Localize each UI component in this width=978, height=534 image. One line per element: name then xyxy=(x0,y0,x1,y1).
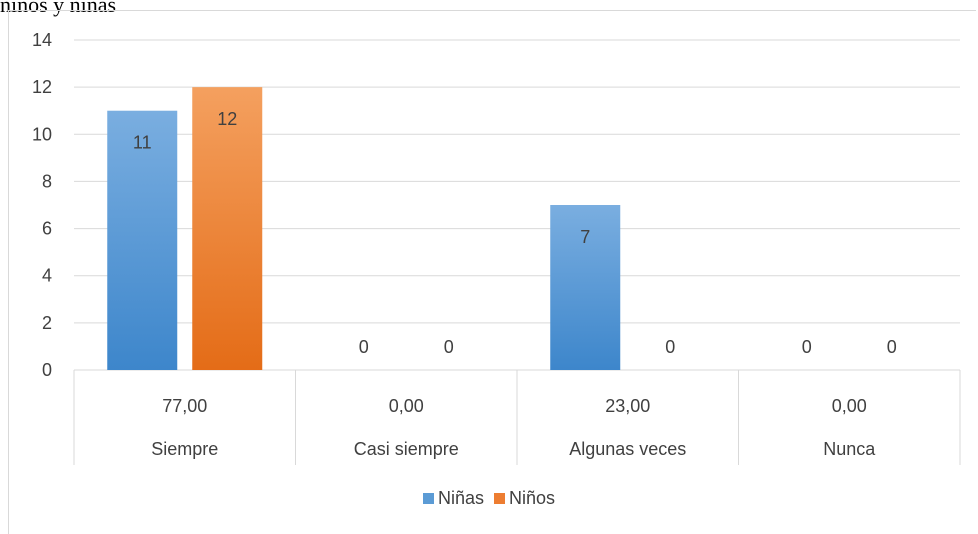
x-category-label: Algunas veces xyxy=(569,439,686,459)
table-value: 77,00 xyxy=(162,396,207,416)
x-axis-labels: 77,00 Siempre 0,00 Casi siempre 23,00 Algunas… xyxy=(151,396,876,459)
legend-item-ninos: Niños xyxy=(494,488,555,509)
table-value: 0,00 xyxy=(389,396,424,416)
y-tick-label: 4 xyxy=(42,266,52,286)
y-tick-label: 10 xyxy=(32,124,52,144)
bar-Niñas-Algunas veces xyxy=(550,205,621,370)
legend-label-ninos: Niños xyxy=(509,488,556,508)
y-axis-ticks: 0 2 4 6 8 10 12 14 xyxy=(32,30,52,380)
data-label: 12 xyxy=(217,109,237,129)
data-label: 0 xyxy=(887,337,897,357)
data-label: 0 xyxy=(359,337,369,357)
chart-heading: niños y niñas xyxy=(0,0,117,17)
data-label: 7 xyxy=(580,227,590,247)
table-value: 0,00 xyxy=(832,396,867,416)
x-category-label: Casi siempre xyxy=(354,439,459,459)
x-category-label: Siempre xyxy=(151,439,218,459)
category-table xyxy=(73,370,961,465)
y-tick-label: 8 xyxy=(42,171,52,191)
legend-item-ninas: Niñas xyxy=(422,488,484,509)
data-label: 0 xyxy=(444,337,454,357)
legend-swatch-ninos xyxy=(494,493,505,504)
legend: Niñas Niños xyxy=(0,488,978,509)
legend-label-ninas: Niñas xyxy=(437,488,484,508)
chart-frame xyxy=(8,10,976,534)
y-tick-label: 12 xyxy=(32,77,52,97)
x-category-label: Nunca xyxy=(823,439,876,459)
y-tick-label: 2 xyxy=(42,313,52,333)
data-labels: 11 12 0 0 7 0 0 0 xyxy=(133,109,897,357)
y-tick-label: 14 xyxy=(32,30,52,50)
table-value: 23,00 xyxy=(605,396,650,416)
bar-Niñas-Siempre xyxy=(107,110,178,370)
bars xyxy=(107,87,621,371)
y-tick-label: 6 xyxy=(42,219,52,239)
data-label: 0 xyxy=(665,337,675,357)
bar-Niños-Siempre xyxy=(192,87,263,371)
data-label: 11 xyxy=(133,133,152,153)
legend-swatch-ninas xyxy=(422,493,434,504)
y-tick-label: 0 xyxy=(42,360,52,380)
data-label: 0 xyxy=(802,337,812,357)
